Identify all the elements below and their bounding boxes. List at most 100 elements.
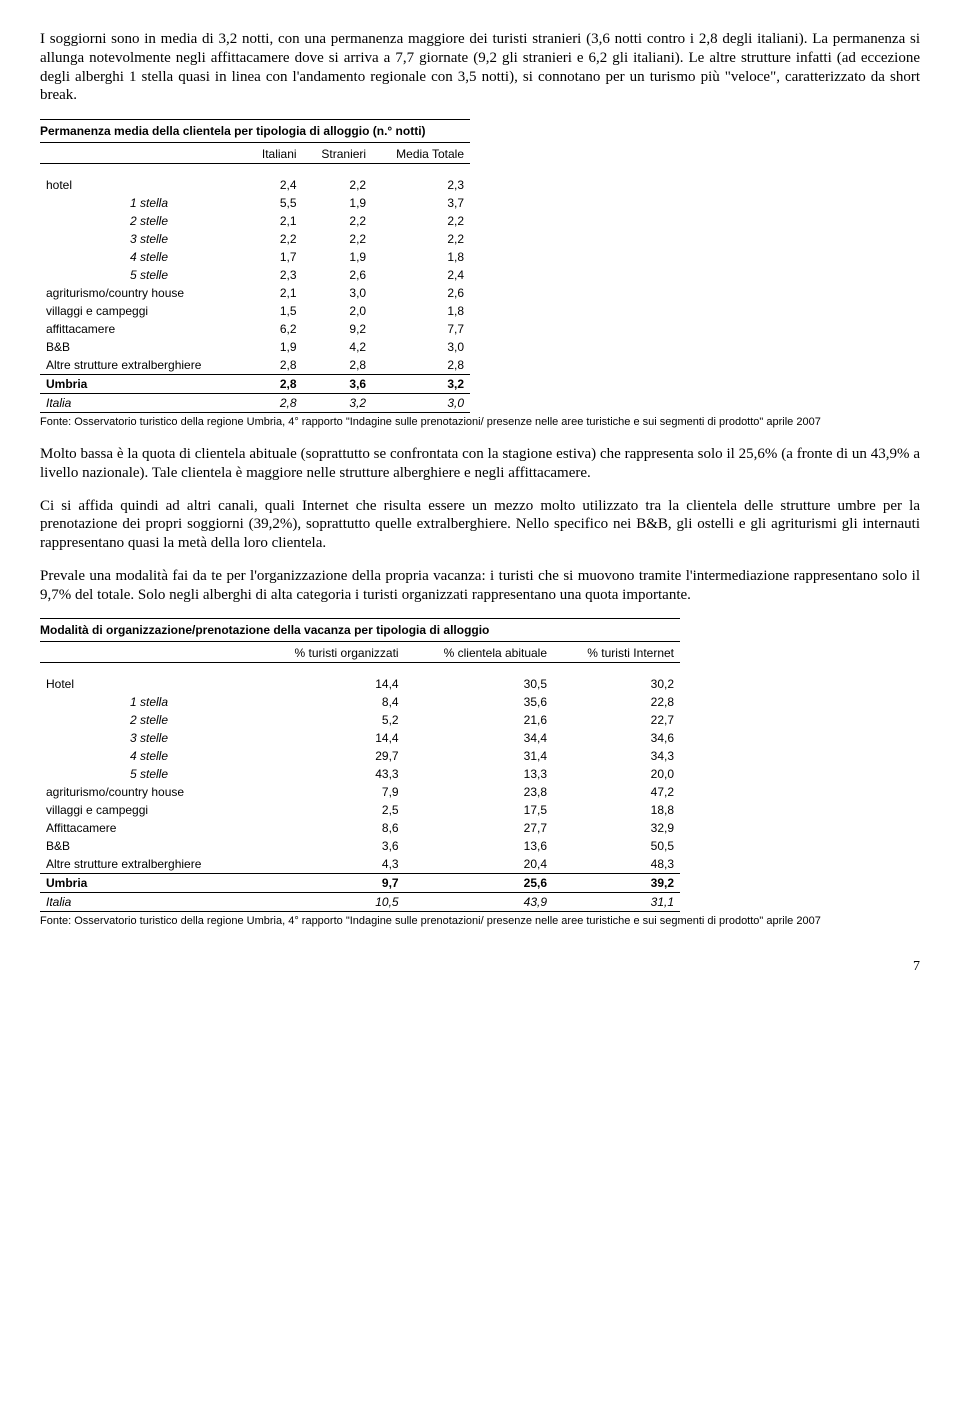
cell-value: 6,2	[245, 320, 302, 338]
table-row: 2 stelle2,12,22,2	[40, 212, 470, 230]
cell-value: 30,2	[553, 675, 680, 693]
table2-h1: % turisti organizzati	[255, 644, 404, 663]
table-row: Altre strutture extralberghiere4,320,448…	[40, 855, 680, 874]
row-label: Altre strutture extralberghiere	[40, 855, 255, 874]
cell-value: 20,0	[553, 765, 680, 783]
cell-value: 2,2	[303, 176, 373, 194]
cell-value: 29,7	[255, 747, 404, 765]
table-row: hotel2,42,22,3	[40, 176, 470, 194]
table-row: agriturismo/country house7,923,847,2	[40, 783, 680, 801]
row-label: affittacamere	[40, 320, 245, 338]
cell-value: 3,6	[303, 375, 373, 394]
cell-value: 43,9	[405, 893, 553, 912]
row-label: 5 stelle	[40, 266, 245, 284]
row-label: hotel	[40, 176, 245, 194]
table-row: B&B1,94,23,0	[40, 338, 470, 356]
table-row-italia: Italia2,83,23,0	[40, 394, 470, 413]
cell-value: 13,6	[405, 837, 553, 855]
cell-value: 20,4	[405, 855, 553, 874]
cell-value: 13,3	[405, 765, 553, 783]
cell-value: 2,5	[255, 801, 404, 819]
cell-value: 14,4	[255, 675, 404, 693]
cell-value: 2,2	[372, 230, 470, 248]
cell-value: 1,5	[245, 302, 302, 320]
cell-value: 2,4	[372, 266, 470, 284]
table1: Italiani Stranieri Media Totale hotel2,4…	[40, 145, 470, 413]
row-label: Umbria	[40, 874, 255, 893]
cell-value: 3,0	[372, 338, 470, 356]
table2-source: Fonte: Osservatorio turistico della regi…	[40, 915, 920, 928]
cell-value: 1,9	[303, 194, 373, 212]
row-label: agriturismo/country house	[40, 783, 255, 801]
row-label: agriturismo/country house	[40, 284, 245, 302]
table2-title: Modalità di organizzazione/prenotazione …	[40, 618, 680, 642]
cell-value: 2,8	[372, 356, 470, 375]
cell-value: 5,5	[245, 194, 302, 212]
row-label: Altre strutture extralberghiere	[40, 356, 245, 375]
cell-value: 14,4	[255, 729, 404, 747]
cell-value: 2,2	[372, 212, 470, 230]
table-row: 1 stella8,435,622,8	[40, 693, 680, 711]
table2-h0	[40, 644, 255, 663]
row-label: villaggi e campeggi	[40, 801, 255, 819]
cell-value: 2,3	[245, 266, 302, 284]
cell-value: 3,6	[255, 837, 404, 855]
row-label: B&B	[40, 837, 255, 855]
cell-value: 21,6	[405, 711, 553, 729]
table-row: 4 stelle1,71,91,8	[40, 248, 470, 266]
cell-value: 2,2	[303, 230, 373, 248]
row-label: 4 stelle	[40, 747, 255, 765]
row-label: 2 stelle	[40, 711, 255, 729]
cell-value: 5,2	[255, 711, 404, 729]
cell-value: 2,4	[245, 176, 302, 194]
row-label: Italia	[40, 394, 245, 413]
cell-value: 31,1	[553, 893, 680, 912]
cell-value: 34,6	[553, 729, 680, 747]
row-label: Italia	[40, 893, 255, 912]
cell-value: 3,2	[372, 375, 470, 394]
cell-value: 3,7	[372, 194, 470, 212]
cell-value: 22,7	[553, 711, 680, 729]
cell-value: 1,8	[372, 302, 470, 320]
cell-value: 2,8	[303, 356, 373, 375]
row-label: B&B	[40, 338, 245, 356]
cell-value: 2,3	[372, 176, 470, 194]
cell-value: 47,2	[553, 783, 680, 801]
table-row: B&B3,613,650,5	[40, 837, 680, 855]
cell-value: 2,1	[245, 284, 302, 302]
row-label: 3 stelle	[40, 729, 255, 747]
table1-h0	[40, 145, 245, 164]
paragraph-4: Prevale una modalità fai da te per l'org…	[40, 567, 920, 605]
row-label: Umbria	[40, 375, 245, 394]
cell-value: 2,8	[245, 375, 302, 394]
table1-h3: Media Totale	[372, 145, 470, 164]
cell-value: 9,7	[255, 874, 404, 893]
cell-value: 18,8	[553, 801, 680, 819]
page-number: 7	[40, 959, 920, 975]
cell-value: 2,2	[303, 212, 373, 230]
cell-value: 2,1	[245, 212, 302, 230]
cell-value: 32,9	[553, 819, 680, 837]
cell-value: 43,3	[255, 765, 404, 783]
cell-value: 22,8	[553, 693, 680, 711]
cell-value: 31,4	[405, 747, 553, 765]
row-label: villaggi e campeggi	[40, 302, 245, 320]
cell-value: 4,3	[255, 855, 404, 874]
cell-value: 2,0	[303, 302, 373, 320]
table2-h3: % turisti Internet	[553, 644, 680, 663]
cell-value: 9,2	[303, 320, 373, 338]
table-row: 2 stelle5,221,622,7	[40, 711, 680, 729]
cell-value: 8,4	[255, 693, 404, 711]
paragraph-3: Ci si affida quindi ad altri canali, qua…	[40, 497, 920, 553]
cell-value: 17,5	[405, 801, 553, 819]
cell-value: 7,9	[255, 783, 404, 801]
table-row-umbria: Umbria9,725,639,2	[40, 874, 680, 893]
cell-value: 4,2	[303, 338, 373, 356]
table-row: Hotel14,430,530,2	[40, 675, 680, 693]
table-row: 5 stelle43,313,320,0	[40, 765, 680, 783]
cell-value: 30,5	[405, 675, 553, 693]
row-label: 1 stella	[40, 194, 245, 212]
row-label: 5 stelle	[40, 765, 255, 783]
table1-source: Fonte: Osservatorio turistico della regi…	[40, 416, 920, 429]
table-row: Altre strutture extralberghiere2,82,82,8	[40, 356, 470, 375]
